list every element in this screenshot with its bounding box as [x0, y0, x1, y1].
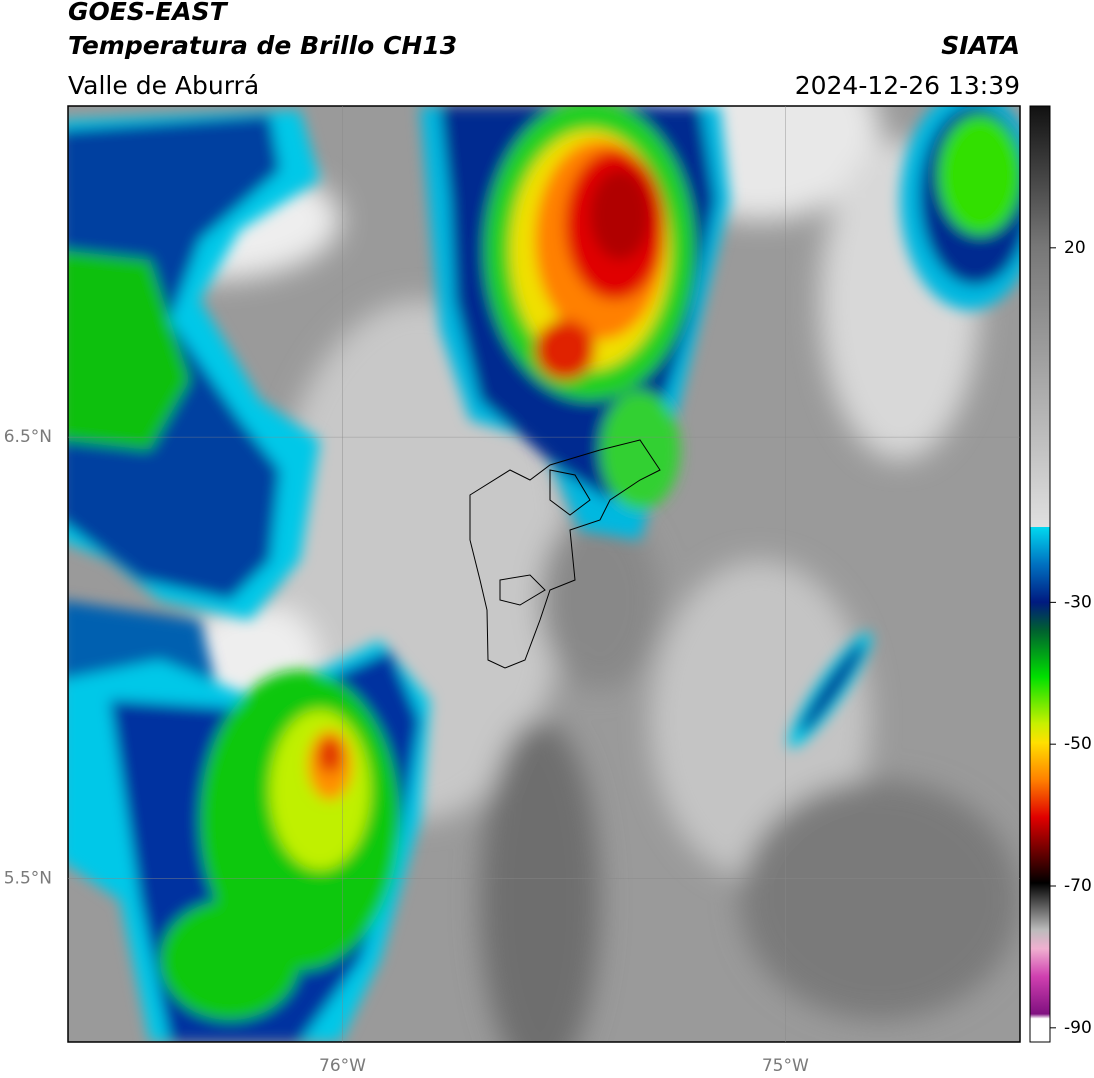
title: GOES-EAST	[68, 0, 229, 26]
colorbar-tick-label: -50	[1064, 734, 1092, 754]
subtitle: Temperatura de Brillo CH13	[68, 31, 457, 60]
colorbar	[1029, 105, 1051, 1043]
datetime: 2024-12-26 13:39	[795, 71, 1020, 100]
colorbar-tick-label: 20	[1064, 238, 1086, 258]
y-tick-label: 5.5°N	[4, 869, 52, 889]
colorbar-tick-label: -90	[1064, 1018, 1092, 1038]
y-tick-label: 6.5°N	[4, 427, 52, 447]
source: SIATA	[941, 31, 1020, 60]
x-tick-label: 76°W	[319, 1056, 366, 1076]
satellite-image	[68, 106, 1020, 1042]
x-tick-label: 75°W	[762, 1056, 809, 1076]
colorbar-tick-label: -30	[1064, 592, 1092, 612]
region: Valle de Aburrá	[68, 71, 259, 100]
colorbar-tick-label: -70	[1064, 876, 1092, 896]
map-frame	[67, 105, 1021, 1043]
